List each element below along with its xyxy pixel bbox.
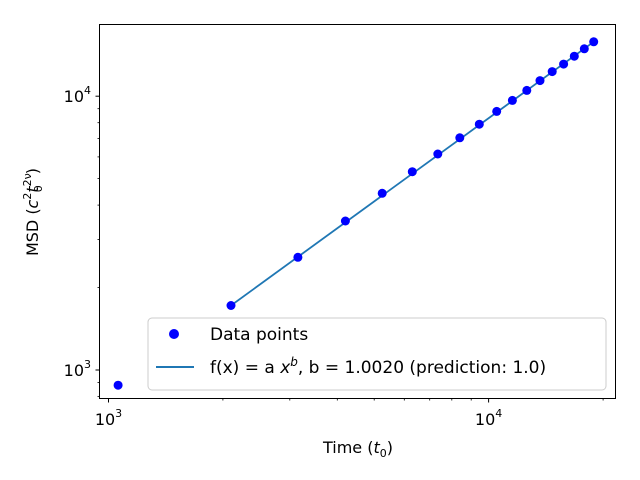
x-tick-label: 104 [475,407,502,429]
y-axis-label: MSD (c2t2ν0) [21,168,45,256]
data-point [559,59,569,69]
x-tick-label: 103 [95,407,122,429]
y-tick-label: 103 [64,358,91,380]
legend-label-data-points: Data points [210,325,308,345]
data-point [293,252,303,262]
y-tick-label: 104 [64,84,91,106]
data-point [340,216,350,226]
axes-frame [99,24,616,399]
data-point [507,95,517,105]
plot-area [113,37,599,390]
axis-ticks: 103 104 103 104 [64,84,604,429]
x-axis-label: Time (t0) [322,438,393,460]
data-point [226,301,236,310]
legend-marker-data-points [169,329,179,339]
data-point [474,119,484,129]
data-point [535,76,545,86]
data-point [589,37,599,47]
data-point [492,106,502,116]
data-point [433,149,443,159]
data-point [377,188,387,198]
data-point [113,380,123,390]
legend-frame [147,317,607,391]
data-point [569,51,579,61]
legend-label-fit: f(x) = a xb, b = 1.0020 (prediction: 1.0… [210,355,546,378]
data-point [455,133,465,143]
data-point [522,85,532,95]
data-point [547,67,557,77]
legend: Data points f(x) = a xb, b = 1.0020 (pre… [147,317,607,391]
data-point [407,167,417,177]
data-point [579,44,589,54]
